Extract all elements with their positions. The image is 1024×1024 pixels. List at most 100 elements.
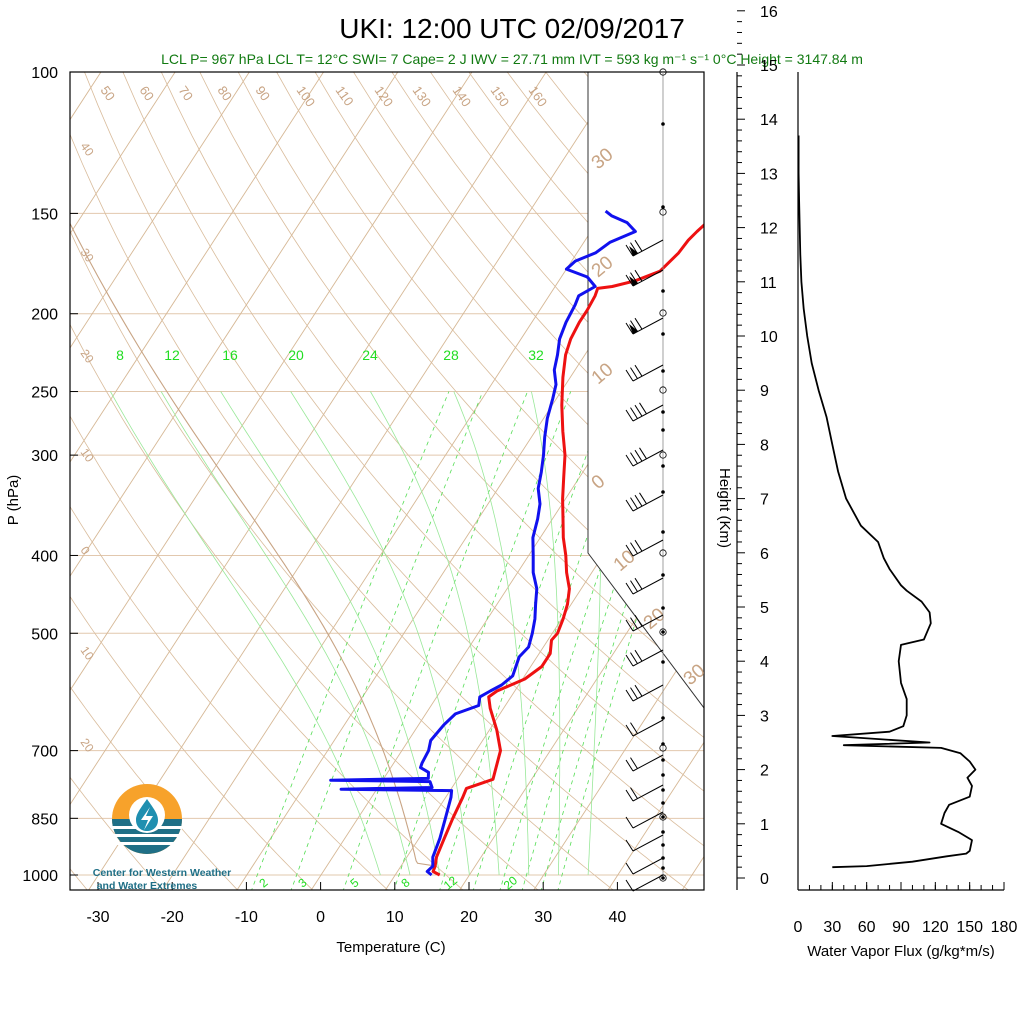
wind-feather [630, 497, 638, 509]
isotherm-label: 70 [176, 83, 197, 103]
wind-feather [625, 689, 634, 702]
dry-adiabat [122, 72, 704, 792]
wind-feather [625, 322, 634, 335]
wind-feather [630, 652, 638, 664]
wind-dot [661, 464, 665, 468]
wind-feather [630, 542, 638, 554]
isotherm-label: 110 [333, 83, 357, 109]
wind-feather [634, 539, 643, 552]
isotherm-label: 160 [526, 83, 551, 109]
wind-dot [661, 630, 665, 634]
height-tick-label: 10 [760, 329, 778, 346]
dry-adiabat [70, 229, 614, 890]
wind-feather [634, 404, 643, 417]
height-tick-label: 4 [760, 654, 769, 671]
cw3e-logo: Center for Western Weather and Water Ext… [93, 784, 231, 892]
wind-feather [625, 816, 634, 829]
y-tick-label: 400 [31, 548, 58, 565]
mixing-ratio-line [393, 391, 572, 890]
isotherm-label: 30 [78, 246, 97, 265]
height-tick-label: 7 [760, 492, 769, 509]
wind-barb-staff [632, 719, 664, 737]
y-tick-label: 100 [31, 65, 58, 82]
wind-feather [625, 499, 634, 512]
wind-pennant [629, 246, 638, 256]
mixing-ratio-label: 20 [288, 347, 304, 363]
wind-dot [661, 122, 665, 126]
wind-dot [661, 758, 665, 762]
y-tick-label: 500 [31, 626, 58, 643]
y-tick-label: 700 [31, 744, 58, 761]
wind-barb-staff [632, 754, 664, 772]
x-tick-label: 30 [534, 909, 552, 926]
wind-barb-staff [632, 684, 664, 702]
wind-dot [661, 369, 665, 373]
isotherm-label: 20 [78, 736, 97, 755]
x-tick-label: -30 [86, 909, 109, 926]
wind-dot [661, 801, 665, 805]
height-tick-label: 0 [760, 871, 769, 888]
isotherm-label: 150 [488, 83, 513, 109]
isotherm-line [607, 741, 704, 890]
wind-barb-staff [632, 874, 664, 892]
mixing-ratio-label: 5 [347, 875, 361, 890]
y-tick-label: 850 [31, 811, 58, 828]
wind-feather [630, 757, 638, 769]
wind-barb-staff [632, 539, 664, 557]
wind-barb-staff [632, 404, 664, 422]
wind-dot [661, 410, 665, 414]
mixing-ratio-line [557, 405, 704, 890]
flux-tick-label: 120 [922, 919, 949, 936]
wind-dot [661, 606, 665, 610]
calm-circle [659, 208, 667, 216]
dry-adiabat [70, 415, 464, 890]
dry-adiabat [70, 776, 163, 890]
dry-adiabat [314, 72, 704, 535]
skewt-frame [69, 71, 705, 891]
wind-dot [661, 660, 665, 664]
wind-barb-staff [632, 811, 664, 829]
wind-feather [634, 364, 643, 377]
mixing-ratio-label: 8 [398, 875, 412, 890]
wind-dot [661, 815, 665, 819]
calm-circle [659, 309, 667, 317]
isotherm-label: 80 [215, 83, 236, 103]
height-tick-label: 2 [760, 763, 769, 780]
height-tick-label: 15 [760, 58, 778, 75]
mixing-ratio-line [342, 391, 528, 890]
height-tick-label: 1 [760, 817, 769, 834]
moist-adiabat [110, 391, 381, 876]
isotherm-label: 20 [78, 347, 97, 366]
isotherm-line [88, 72, 621, 890]
dry-adiabat [70, 595, 314, 890]
mixing-ratio-line [472, 391, 639, 890]
dry-adiabat [84, 72, 704, 847]
calm-circle [659, 628, 667, 636]
height-tick-label: 14 [760, 112, 778, 129]
isotherm-line [70, 72, 324, 463]
calm-circle [659, 451, 667, 459]
wind-feather [634, 614, 643, 627]
wind-feather [630, 617, 638, 629]
wind-dot [661, 866, 665, 870]
isotherm-line [70, 72, 176, 235]
dry-adiabat [160, 72, 704, 739]
height-axis-title: Height (Km) [716, 468, 733, 548]
wind-feather [625, 454, 634, 467]
y-tick-label: 300 [31, 448, 58, 465]
flux-profile [798, 135, 977, 869]
dry-adiabat [70, 505, 389, 890]
wind-feather [625, 724, 634, 737]
logo-line1: Center for Western Weather [93, 867, 231, 879]
height-tick-label: 6 [760, 546, 769, 563]
wind-feather [630, 320, 638, 332]
wind-feather [630, 580, 638, 592]
y-tick-label: 150 [31, 206, 58, 223]
chart-title: UKI: 12:00 UTC 02/09/2017 [339, 13, 685, 44]
wind-feather [630, 687, 638, 699]
mixing-ratio-line [521, 391, 680, 890]
dry-adiabat [70, 323, 539, 890]
wind-dot [661, 573, 665, 577]
